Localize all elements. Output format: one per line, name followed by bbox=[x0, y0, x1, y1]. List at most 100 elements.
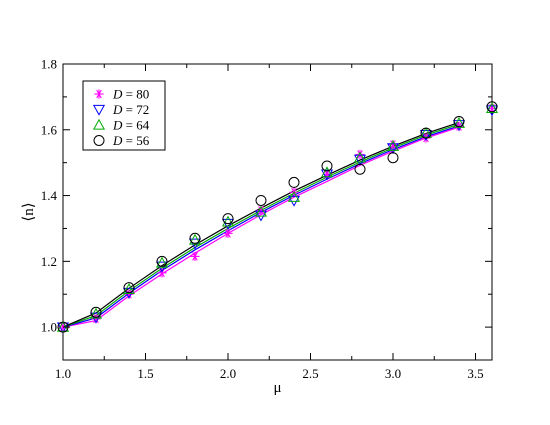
data-point-series-3 bbox=[221, 215, 235, 227]
marker-triangle-down bbox=[419, 130, 433, 141]
fit-lines-group bbox=[62, 121, 460, 328]
marker-circle bbox=[453, 116, 465, 128]
data-point-series-3 bbox=[122, 283, 136, 294]
marker-triangle-up bbox=[386, 139, 400, 151]
marker-circle bbox=[486, 101, 498, 113]
legend-marker-1 bbox=[94, 89, 104, 99]
legend-label-4: D = 56 bbox=[112, 133, 150, 148]
data-point-series-3 bbox=[386, 139, 400, 151]
marker-triangle-down bbox=[320, 169, 334, 181]
y-tick-label: 1.4 bbox=[41, 188, 58, 203]
data-point-series-2 bbox=[56, 322, 70, 334]
data-point-series-4 bbox=[486, 101, 498, 113]
legend-label-3: D = 64 bbox=[112, 118, 150, 133]
marker-triangle-up bbox=[188, 233, 202, 245]
marker-circle bbox=[123, 282, 135, 294]
legend-value: = 80 bbox=[122, 87, 149, 102]
x-tick-label: 1.0 bbox=[55, 366, 71, 381]
legend-value: = 72 bbox=[122, 102, 149, 117]
y-tick-label: 1.6 bbox=[41, 122, 58, 137]
legend-marker-2 bbox=[92, 104, 106, 116]
legend-box bbox=[82, 80, 166, 151]
marker-triangle-up bbox=[485, 102, 499, 114]
data-point-series-4 bbox=[255, 194, 267, 206]
data-point-series-3 bbox=[188, 233, 202, 245]
marker-triangle-up bbox=[353, 151, 367, 163]
legend-var: D bbox=[112, 102, 123, 117]
data-point-series-4 bbox=[222, 213, 234, 225]
data-point-series-4 bbox=[387, 152, 399, 164]
marker-triangle-down bbox=[92, 104, 106, 116]
marker-triangle-up bbox=[56, 320, 70, 332]
legend-label-1: D = 80 bbox=[112, 87, 149, 102]
fit-line-series-1 bbox=[62, 126, 460, 328]
marker-circle bbox=[420, 127, 432, 139]
plot-frame-group bbox=[62, 63, 493, 361]
marker-circle bbox=[156, 255, 168, 267]
data-point-series-2 bbox=[320, 169, 334, 181]
legend-marker-3 bbox=[92, 118, 106, 130]
data-point-series-2 bbox=[353, 154, 367, 166]
data-point-series-4 bbox=[123, 282, 135, 294]
x-tick-label: 2.0 bbox=[220, 366, 236, 381]
y-tick-label: 1.8 bbox=[41, 57, 57, 72]
legend-marker-4 bbox=[93, 135, 105, 146]
data-point-series-2 bbox=[221, 218, 235, 230]
legend: D = 80D = 72D = 64D = 56 bbox=[82, 80, 166, 151]
data-point-series-3 bbox=[353, 151, 367, 163]
marker-triangle-up bbox=[155, 256, 169, 268]
data-point-series-2 bbox=[386, 143, 400, 155]
marker-triangle-up bbox=[254, 205, 268, 217]
data-point-series-3 bbox=[155, 256, 169, 268]
legend-value: = 56 bbox=[122, 133, 149, 148]
data-point-series-3 bbox=[89, 307, 103, 319]
data-point-series-1 bbox=[223, 228, 233, 238]
marker-triangle-down bbox=[56, 322, 70, 334]
legend-var: D bbox=[112, 87, 123, 102]
data-point-series-4 bbox=[90, 306, 102, 318]
data-point-series-1 bbox=[157, 268, 167, 278]
marker-triangle-up bbox=[122, 283, 136, 294]
marker-circle bbox=[321, 160, 333, 172]
data-point-series-4 bbox=[156, 255, 168, 267]
y-tick-label: 1.2 bbox=[41, 254, 57, 269]
data-point-series-4 bbox=[189, 232, 201, 244]
fit-line-series-2 bbox=[62, 125, 460, 328]
data-point-series-3 bbox=[254, 205, 268, 217]
marker-circle bbox=[93, 135, 105, 146]
x-tick-label: 3.5 bbox=[467, 366, 483, 381]
marker-triangle-up bbox=[320, 166, 334, 178]
marker-circle bbox=[255, 194, 267, 206]
marker-triangle-up bbox=[452, 116, 466, 128]
data-point-series-3 bbox=[419, 126, 433, 138]
axes-group: μ ⟨n⟩ 1.0 1.5 2.0 2.5 3.0 3.5 1.0 1.2 1.4 1.6 1.8 bbox=[21, 57, 492, 396]
marker-triangle-up bbox=[221, 215, 235, 227]
plot-area-frame bbox=[62, 63, 493, 361]
data-point-series-4 bbox=[420, 127, 432, 139]
data-point-series-4 bbox=[321, 160, 333, 172]
data-point-series-2 bbox=[419, 130, 433, 141]
marker-circle bbox=[90, 306, 102, 318]
marker-circle bbox=[222, 213, 234, 225]
marker-circle bbox=[387, 152, 399, 164]
data-point-series-3 bbox=[320, 166, 334, 178]
marker-triangle-down bbox=[353, 154, 367, 166]
fit-line-series-3 bbox=[62, 123, 460, 328]
legend-var: D bbox=[112, 118, 123, 133]
marker-triangle-up bbox=[287, 190, 301, 202]
x-tick-label: 3.0 bbox=[385, 366, 401, 381]
data-point-series-1 bbox=[124, 289, 134, 299]
legend-value: = 64 bbox=[122, 118, 149, 133]
data-point-series-1 bbox=[190, 251, 200, 261]
data-point-series-4 bbox=[288, 176, 300, 188]
data-point-series-4 bbox=[453, 116, 465, 128]
marker-triangle-up bbox=[89, 307, 103, 319]
x-tick-label: 1.5 bbox=[137, 366, 153, 381]
marker-circle bbox=[288, 176, 300, 188]
data-point-series-4 bbox=[354, 163, 366, 175]
data-point-series-1 bbox=[355, 149, 365, 160]
marker-circle bbox=[354, 163, 366, 175]
data-markers-group bbox=[56, 101, 499, 334]
marker-triangle-up bbox=[419, 126, 433, 138]
